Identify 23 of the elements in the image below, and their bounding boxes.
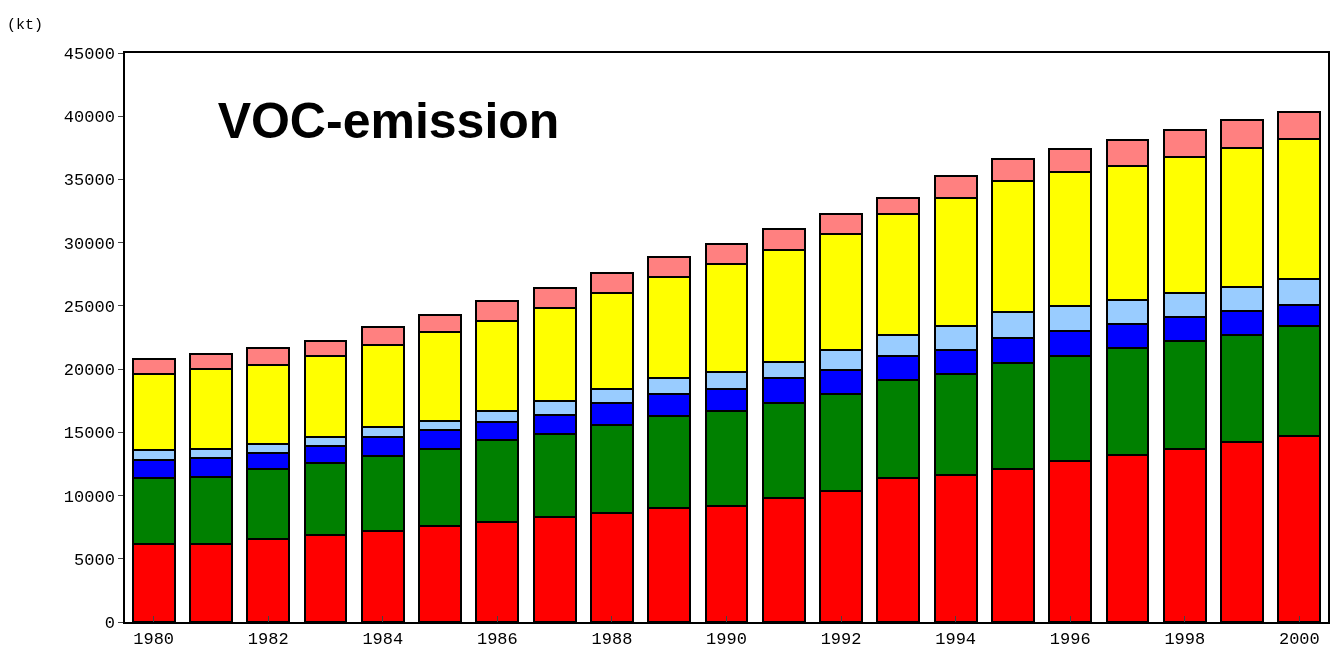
y-tick-label: 25000 [63,297,115,317]
x-tick-label: 1984 [362,630,404,650]
x-tick-label: 1994 [935,630,977,650]
x-tick-label: 1992 [820,630,862,650]
x-tick-label: 1996 [1049,630,1091,650]
y-tick-label: 0 [104,613,115,633]
x-tick-label: 1986 [476,630,518,650]
y-tick-label: 45000 [63,44,115,64]
y-tick-label: 30000 [63,234,115,254]
y-tick-label: 40000 [63,108,115,128]
y-tick-label: 35000 [63,171,115,191]
x-tick-label: 1988 [591,630,633,650]
y-tick-label: 20000 [63,361,115,381]
x-tick-label: 1990 [706,630,747,650]
y-axis-title: (kt) [7,17,44,34]
y-tick-label: 10000 [63,487,115,507]
text: VOC-emission [217,92,560,149]
y-tick-label: 5000 [74,550,115,570]
x-tick-label: 1982 [247,630,289,650]
x-tick-label: 1998 [1164,630,1206,650]
y-tick-label: 15000 [63,424,115,444]
x-tick-label: 1980 [133,630,175,650]
x-tick-label: 2000 [1278,630,1320,650]
